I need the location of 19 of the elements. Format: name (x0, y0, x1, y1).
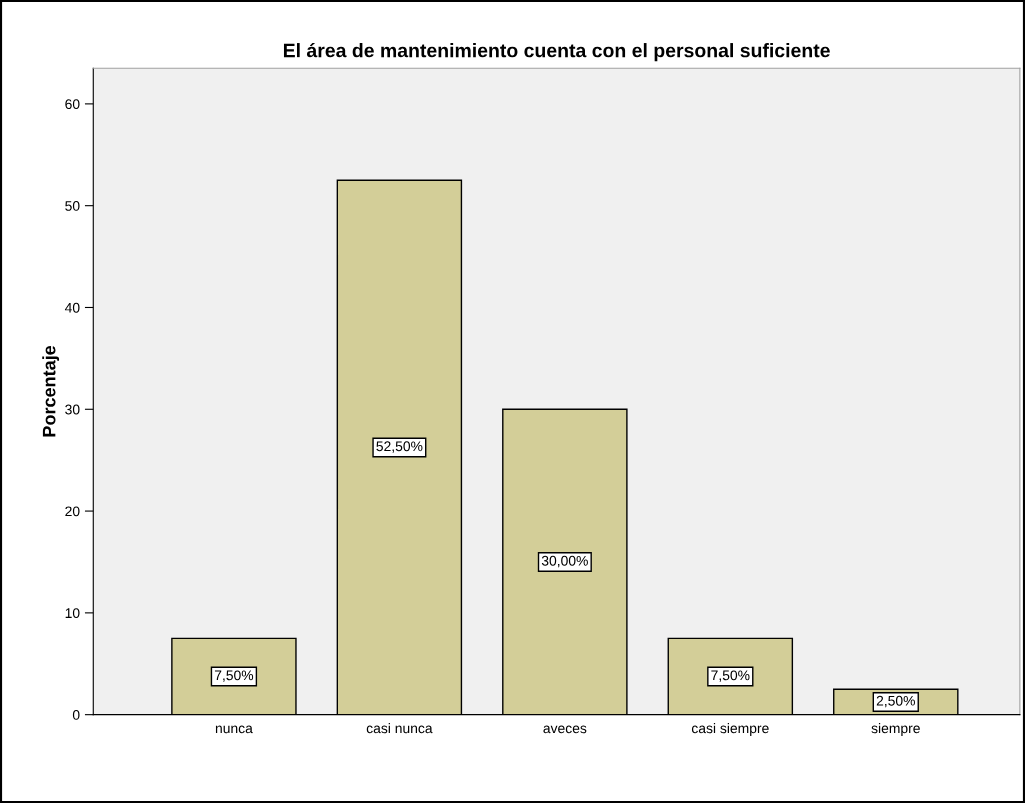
chart-title: El área de mantenimiento cuenta con el personal suficiente (283, 42, 830, 62)
data-label: 2,50% (876, 695, 915, 708)
x-tick-label: nunca (215, 725, 253, 734)
y-tick-label: 10 (65, 608, 80, 619)
data-label: 7,50% (214, 670, 254, 682)
y-tick-label: 40 (64, 302, 80, 313)
y-axis-title: Porcentaje (42, 345, 60, 437)
data-label: 30,00% (541, 555, 588, 568)
data-label: 52,50% (376, 441, 423, 453)
x-tick-label: casi siempre (691, 723, 769, 736)
y-tick-label: 30 (65, 404, 80, 415)
x-tick-label: aveces (543, 725, 587, 734)
y-tick-label: 0 (72, 710, 80, 720)
y-tick-label: 50 (65, 201, 80, 211)
x-tick-label: casi nunca (366, 723, 433, 734)
data-label: 7,50% (711, 670, 750, 682)
y-tick-label: 60 (65, 99, 80, 110)
x-tick-label: siempre (871, 723, 920, 736)
y-tick-label: 20 (65, 506, 80, 517)
